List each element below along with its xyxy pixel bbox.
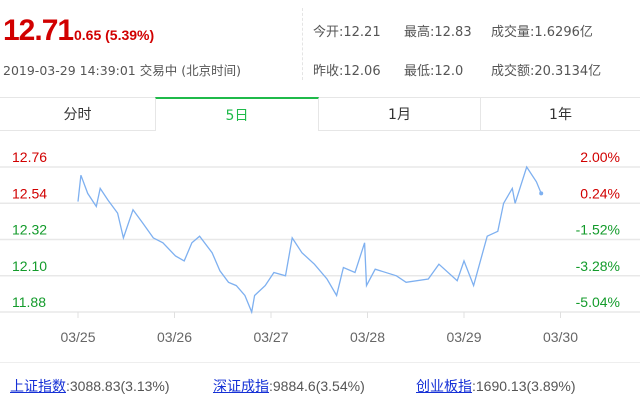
tab-intraday[interactable]: 分时 bbox=[63, 107, 92, 123]
index-link-chinext[interactable]: 创业板指 bbox=[416, 378, 472, 394]
x-tick-label: 03/28 bbox=[350, 329, 385, 345]
x-tick-label: 03/30 bbox=[543, 329, 578, 345]
divider bbox=[302, 8, 303, 80]
index-value: :9884.6(3.54%) bbox=[269, 378, 365, 394]
low-price: 最低:12.0 bbox=[404, 64, 464, 79]
high-price: 最高:12.83 bbox=[404, 25, 472, 40]
prev-close: 昨收:12.06 bbox=[313, 64, 381, 79]
tab-1month[interactable]: 1月 bbox=[319, 98, 481, 130]
x-tick-label: 03/29 bbox=[446, 329, 481, 345]
tab-1year[interactable]: 1年 bbox=[549, 107, 572, 123]
y-right-tick-label: -3.28% bbox=[576, 258, 620, 274]
x-tick-label: 03/27 bbox=[253, 329, 288, 345]
x-tick-label: 03/25 bbox=[60, 329, 95, 345]
y-left-tick-label: 12.76 bbox=[12, 149, 47, 165]
y-right-tick-label: 0.24% bbox=[580, 185, 620, 201]
last-price-point bbox=[539, 191, 544, 196]
volume: 成交量:1.6296亿 bbox=[491, 25, 593, 40]
turnover: 成交额:20.3134亿 bbox=[491, 64, 602, 79]
quote-timestamp: 2019-03-29 14:39:01 交易中 (北京时间) bbox=[3, 63, 241, 78]
x-tick-label: 03/26 bbox=[157, 329, 192, 345]
y-right-tick-label: -1.52% bbox=[576, 222, 620, 238]
index-value: :3088.83(3.13%) bbox=[66, 378, 170, 394]
index-link-shenzhen[interactable]: 深证成指 bbox=[213, 378, 269, 394]
index-link-shanghai[interactable]: 上证指数 bbox=[10, 378, 66, 394]
open-price: 今开:12.21 bbox=[313, 25, 381, 40]
period-tabs: 分时 5日 1月 1年 bbox=[0, 97, 640, 131]
tab-5day[interactable]: 5日 bbox=[155, 97, 319, 131]
index-shanghai: 上证指数:3088.83(3.13%) bbox=[10, 376, 170, 396]
y-left-tick-label: 12.10 bbox=[12, 258, 47, 274]
y-right-tick-label: -5.04% bbox=[576, 294, 620, 310]
y-left-tick-label: 12.32 bbox=[12, 222, 47, 238]
index-chinext: 创业板指:1690.13(3.89%) bbox=[416, 376, 576, 396]
price-line bbox=[77, 165, 542, 315]
y-left-tick-label: 11.88 bbox=[12, 294, 46, 310]
y-right-tick-label: 2.00% bbox=[580, 149, 620, 165]
index-value: :1690.13(3.89%) bbox=[472, 378, 576, 394]
current-price: 12.71 bbox=[3, 14, 74, 47]
y-left-tick-label: 12.54 bbox=[12, 185, 47, 201]
divider bbox=[0, 362, 640, 363]
price-change: 0.65 (5.39%) bbox=[74, 27, 155, 43]
index-shenzhen: 深证成指:9884.6(3.54%) bbox=[213, 376, 365, 396]
price-chart: 12.76 2.00% 12.54 0.24% 12.32 -1.52% 12.10 -3.2… bbox=[0, 149, 640, 345]
